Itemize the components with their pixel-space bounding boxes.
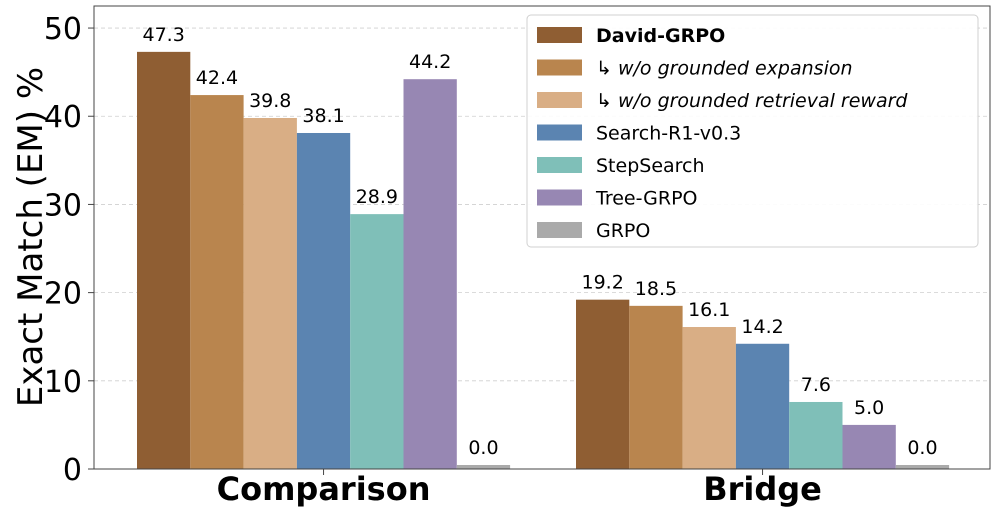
bar [735,343,790,469]
y-tick-label: 0 [63,453,82,488]
y-tick-label: 10 [44,365,82,400]
data-label: 7.6 [801,374,831,396]
legend-label: David-GRPO [596,25,725,47]
bar [403,79,457,470]
bars [137,51,950,470]
data-label: 18.5 [635,278,677,300]
data-label: 38.1 [302,105,344,127]
legend-swatch [537,124,582,141]
legend-swatch [537,27,582,43]
data-label: 0.0 [907,437,937,459]
data-label: 5.0 [854,397,884,419]
data-label: 39.8 [249,90,291,112]
legend-label: Tree-GRPO [595,188,697,210]
bar [842,424,896,469]
legend-label: StepSearch [596,155,705,177]
legend-frame [526,14,979,248]
legend-swatch [537,222,582,238]
y-tick-label: 20 [44,277,82,312]
data-label: 47.3 [142,24,184,46]
bar [350,214,404,469]
value-labels: 47.3 19.2 42.4 18.5 39.8 16.1 38.1 14.2 28.9 7.6 4… [142,24,937,459]
bar [895,465,950,469]
data-label: 42.4 [196,67,238,89]
plot-frame [93,5,991,470]
data-label: 14.2 [741,316,783,338]
legend-swatch [537,157,582,173]
bar [629,305,683,469]
data-label: 0.0 [468,437,498,459]
x-axis-ticks: Comparison Bridge [217,469,822,508]
legend-swatch [537,92,582,108]
bar [296,132,351,469]
data-label: 28.9 [356,186,398,208]
legend-swatch [537,59,582,76]
data-label: 44.2 [409,51,451,73]
y-axis-ticks: 0 10 20 30 40 50 [44,12,94,488]
legend-swatch [537,189,582,206]
legend-label: ↳ w/o grounded retrieval reward [596,90,908,112]
y-tick-label: 30 [44,188,82,223]
y-tick-label: 40 [44,100,82,135]
legend-label: ↳ w/o grounded expansion [596,58,853,80]
y-axis-title: Exact Match (EM) % [11,67,51,407]
category-label: Comparison [217,470,431,508]
bar [682,327,736,469]
bar [190,95,244,469]
data-label: 16.1 [688,299,730,321]
data-label: 19.2 [581,272,623,294]
legend: David-GRPO ↳ w/o grounded expansion ↳ w/o … [526,14,979,248]
bar [576,299,630,469]
y-tick-label: 50 [44,12,82,47]
category-label: Bridge [703,470,822,508]
bar [137,51,191,470]
bar [456,465,511,469]
legend-label: Search-R1-v0.3 [596,123,741,145]
bar [243,118,297,470]
bar [789,401,843,469]
legend-label: GRPO [596,220,650,242]
